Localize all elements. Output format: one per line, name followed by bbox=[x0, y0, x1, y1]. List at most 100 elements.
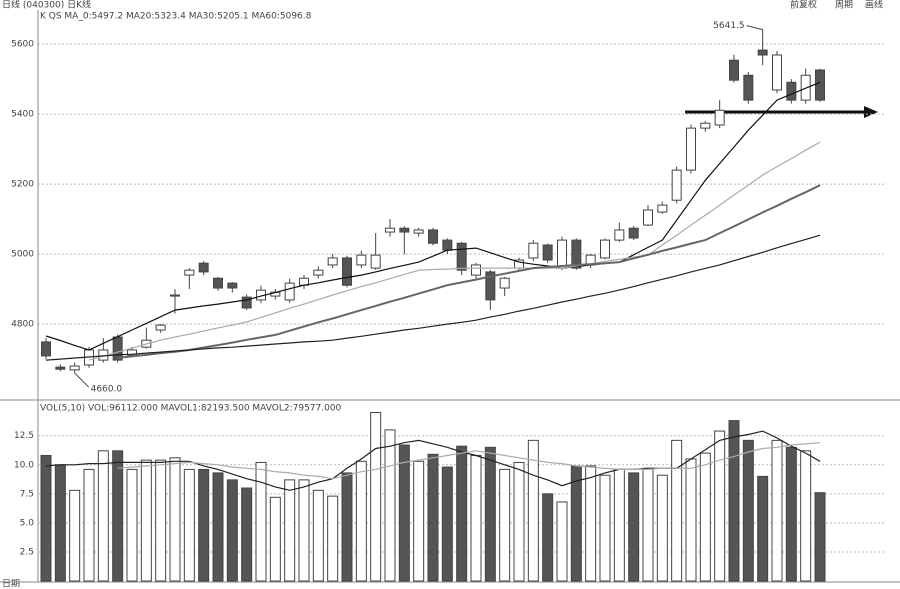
candle-body bbox=[671, 169, 682, 201]
volume-bar bbox=[613, 468, 625, 582]
high-label: 5641.5 bbox=[713, 21, 745, 31]
candle-body bbox=[155, 324, 166, 331]
volume-bar bbox=[112, 450, 124, 582]
volume-bar bbox=[542, 493, 554, 582]
candle-body bbox=[356, 254, 367, 266]
volume-bar bbox=[556, 501, 568, 582]
volume-bar bbox=[40, 454, 52, 582]
volume-bar bbox=[785, 446, 797, 582]
candle-body bbox=[428, 229, 438, 244]
y-tick-label: 7.5 bbox=[20, 489, 34, 499]
volume-bar bbox=[312, 489, 324, 582]
candle-body bbox=[657, 204, 668, 213]
candle-body bbox=[213, 277, 223, 289]
candle-body bbox=[757, 49, 768, 56]
volume-bar bbox=[69, 489, 81, 582]
candle-body bbox=[370, 254, 381, 269]
candle-body bbox=[127, 349, 137, 356]
volume-bar bbox=[771, 439, 783, 582]
candle-body bbox=[571, 239, 582, 269]
candle-body bbox=[55, 366, 66, 370]
candle-body bbox=[327, 257, 338, 266]
volume-bar bbox=[484, 446, 496, 582]
volume-bar bbox=[54, 464, 66, 582]
candle-body bbox=[643, 209, 653, 226]
y-tick-label: 5000 bbox=[11, 250, 34, 260]
volume-bar bbox=[599, 474, 611, 582]
ma-line bbox=[45, 234, 821, 361]
volume-bar bbox=[284, 479, 296, 582]
candle-body bbox=[772, 54, 782, 91]
candle-body bbox=[815, 69, 825, 101]
volume-bar bbox=[728, 420, 740, 582]
y-tick-label: 10.0 bbox=[14, 460, 34, 470]
candle-body bbox=[442, 239, 453, 251]
volume-bar bbox=[155, 459, 167, 582]
candle-body bbox=[714, 109, 725, 126]
volume-bar bbox=[226, 479, 238, 582]
candle-body bbox=[198, 262, 209, 273]
candle-body bbox=[499, 277, 510, 289]
volume-bar bbox=[570, 465, 582, 582]
candle-body bbox=[385, 227, 395, 233]
volume-bar bbox=[83, 468, 95, 582]
volume-bar bbox=[800, 450, 812, 582]
volume-bar bbox=[656, 474, 668, 582]
candle-body bbox=[528, 242, 539, 259]
volume-bar bbox=[513, 461, 525, 582]
y-tick-label: 12.5 bbox=[14, 431, 34, 441]
candle-body bbox=[399, 227, 410, 233]
high-pointer bbox=[746, 25, 763, 31]
candle-body bbox=[600, 239, 610, 259]
volume-bar bbox=[126, 468, 138, 582]
candle-body bbox=[729, 59, 739, 81]
volume-bar bbox=[183, 468, 195, 582]
candle-body bbox=[69, 365, 80, 371]
volume-bar bbox=[241, 487, 253, 582]
volume-bar bbox=[413, 460, 425, 582]
volume-bar bbox=[814, 492, 826, 582]
volume-bar bbox=[384, 429, 396, 582]
volume-bar bbox=[685, 458, 697, 582]
volume-bar bbox=[255, 461, 267, 582]
candle-body bbox=[542, 244, 553, 261]
footer: 日期 bbox=[2, 579, 20, 589]
candle-body bbox=[485, 271, 496, 301]
low-label: 4660.0 bbox=[91, 385, 123, 395]
header-button[interactable]: 前复权 bbox=[790, 0, 817, 11]
ma-line bbox=[117, 442, 821, 480]
volume-bar bbox=[742, 439, 754, 582]
volume-bar bbox=[140, 459, 152, 582]
candle-body bbox=[786, 81, 797, 101]
volume-bar bbox=[97, 450, 109, 582]
candle-body bbox=[743, 74, 754, 101]
volume-bar bbox=[427, 453, 439, 582]
volume-bar bbox=[441, 466, 453, 582]
volume-bar bbox=[757, 475, 769, 582]
candle-body bbox=[686, 127, 696, 171]
header-left: 日线 (040300) 日K线 bbox=[2, 0, 91, 11]
volume-bar bbox=[499, 468, 511, 582]
ma-line bbox=[117, 184, 821, 359]
header-button[interactable]: 周期 bbox=[835, 0, 853, 11]
candle-body bbox=[471, 264, 481, 276]
candle-body bbox=[184, 269, 195, 276]
candle-body bbox=[313, 269, 324, 276]
volume-bar bbox=[355, 460, 367, 582]
candle-body bbox=[413, 229, 424, 234]
header-button[interactable]: 画线 bbox=[865, 0, 883, 11]
volume-bar bbox=[212, 472, 224, 582]
candle-body bbox=[41, 341, 51, 357]
candle-body bbox=[227, 282, 238, 289]
volume-bar bbox=[341, 472, 353, 582]
candle-body bbox=[614, 229, 625, 241]
candle-body bbox=[241, 296, 252, 309]
volume-header: VOL(5,10) VOL:96112.000 MAVOL1:82193.500… bbox=[40, 404, 342, 414]
y-tick-label: 5400 bbox=[11, 110, 34, 120]
candle-body bbox=[628, 227, 639, 239]
volume-bar bbox=[527, 439, 539, 582]
low-pointer bbox=[74, 372, 90, 388]
candle-body bbox=[456, 242, 467, 271]
volume-bar bbox=[269, 496, 281, 582]
